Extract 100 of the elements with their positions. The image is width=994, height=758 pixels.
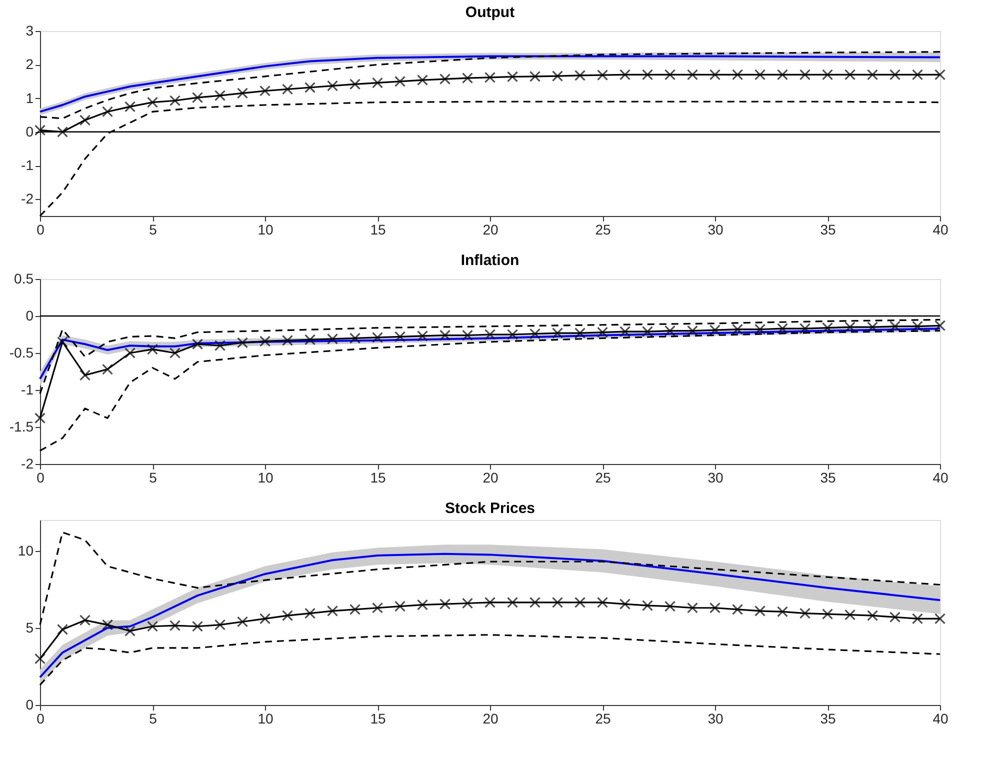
point (124, 101, 136, 112)
point (889, 612, 901, 623)
point (776, 323, 788, 334)
point (102, 106, 114, 118)
point (732, 604, 744, 615)
point (79, 614, 91, 626)
point (506, 596, 518, 608)
point (372, 77, 384, 88)
point (169, 620, 181, 632)
x-tick-label: 35 (820, 470, 836, 486)
point (236, 88, 248, 99)
x-tick-label: 10 (258, 470, 274, 486)
point (776, 606, 788, 618)
point (664, 600, 676, 612)
y-tick-label: -1 (21, 157, 34, 174)
point (326, 605, 338, 616)
point (844, 322, 856, 333)
point (304, 334, 316, 346)
point (214, 340, 226, 352)
point (102, 364, 114, 375)
point (349, 332, 361, 344)
point (326, 80, 338, 92)
x-tick-label: 40 (932, 470, 948, 486)
point (56, 336, 68, 348)
chart-title: Stock Prices (444, 500, 536, 517)
point (282, 84, 294, 95)
x-tick-label: 0 (36, 710, 45, 726)
point (799, 323, 811, 334)
point (619, 598, 631, 610)
point (34, 653, 46, 664)
point (34, 124, 46, 136)
x-tick-label: 15 (370, 710, 386, 726)
point (236, 337, 248, 348)
point (596, 596, 608, 608)
point (732, 69, 744, 80)
point (934, 69, 946, 80)
point (934, 613, 946, 624)
point (192, 338, 204, 350)
point (214, 90, 226, 102)
y-tick-label: 5 (26, 619, 34, 636)
point (439, 74, 451, 85)
point (574, 327, 586, 339)
point (169, 95, 181, 106)
point (529, 70, 541, 82)
x-tick-label: 5 (149, 710, 158, 726)
y-tick-label: -2 (21, 456, 34, 472)
line-series (39, 532, 941, 626)
x-tick-label: 40 (932, 710, 948, 726)
point (462, 330, 474, 341)
point (439, 330, 451, 341)
point (552, 327, 564, 339)
point (282, 334, 294, 346)
point (822, 322, 834, 334)
chart-title: Output (465, 4, 515, 21)
point (506, 328, 518, 340)
x-tick-label: 5 (149, 222, 158, 238)
point (259, 613, 271, 624)
point (844, 609, 856, 620)
point (912, 69, 924, 80)
x-tick-label: 35 (820, 222, 836, 238)
point (416, 74, 428, 86)
point (709, 602, 721, 614)
point (686, 69, 698, 80)
x-tick-label: 0 (36, 470, 45, 486)
point (394, 600, 406, 612)
y-tick-label: 10 (18, 542, 34, 558)
point (484, 72, 496, 83)
x-tick-label: 15 (370, 470, 386, 486)
point (259, 336, 271, 347)
point (822, 608, 834, 620)
point (754, 605, 766, 616)
point (866, 610, 878, 622)
y-tick-label: -1 (21, 382, 34, 398)
x-tick-label: 10 (258, 710, 274, 726)
point (124, 625, 136, 637)
point (574, 70, 586, 81)
point (102, 619, 114, 630)
point (56, 126, 68, 138)
point (349, 78, 361, 90)
point (664, 325, 676, 336)
point (304, 608, 316, 619)
point (462, 72, 474, 84)
point (506, 71, 518, 82)
point (889, 69, 901, 80)
point (642, 69, 654, 80)
point (866, 69, 878, 80)
point (326, 333, 338, 344)
point (619, 326, 631, 338)
x-tick-label: 25 (595, 222, 611, 238)
point (552, 70, 564, 82)
point (642, 326, 654, 338)
point (304, 82, 316, 94)
point (596, 326, 608, 338)
point (439, 598, 451, 610)
x-tick-label: 30 (708, 710, 724, 726)
y-tick-label: 0 (26, 696, 34, 712)
x-tick-label: 30 (708, 470, 724, 486)
point (146, 344, 158, 355)
point (214, 619, 226, 630)
point (732, 324, 744, 335)
